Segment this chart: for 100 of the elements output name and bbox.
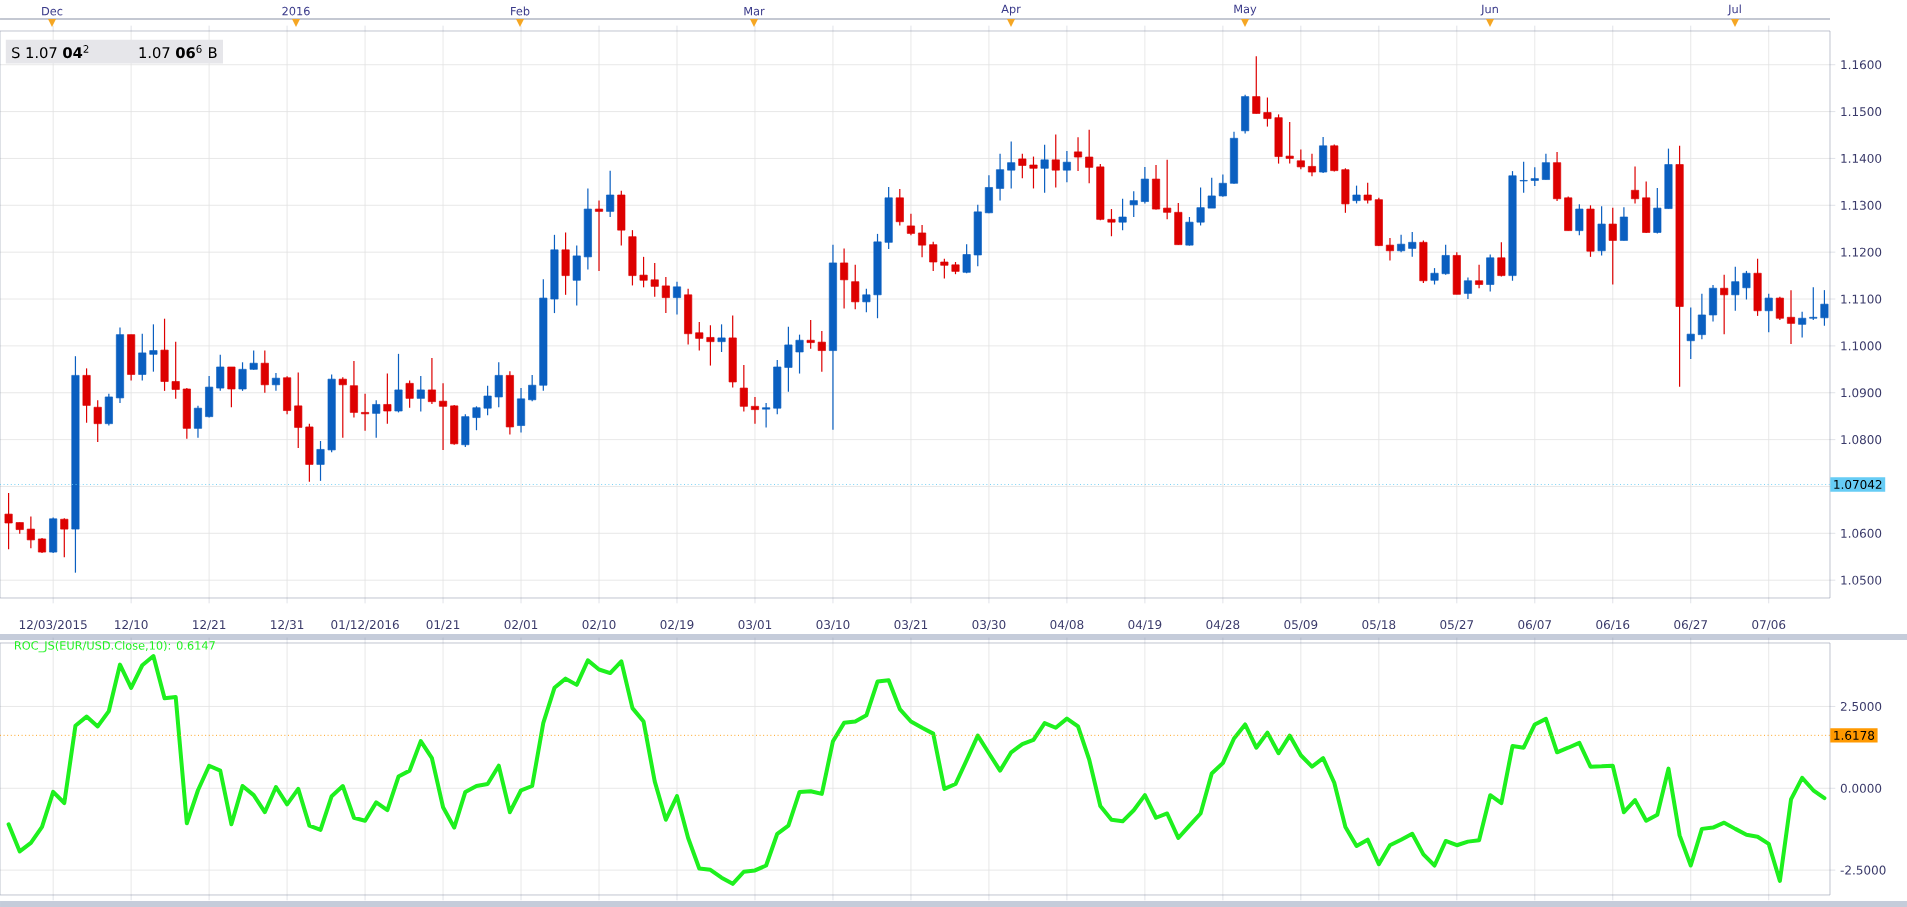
- candlestick: [1074, 136, 1083, 172]
- candlestick: [1363, 182, 1372, 205]
- x-tick-label: 04/28: [1206, 620, 1240, 631]
- candlestick: [394, 353, 403, 414]
- x-tick-label: 06/27: [1674, 620, 1707, 631]
- x-tick-label: 04/19: [1128, 620, 1162, 631]
- y-tick-label: 0.0000: [1840, 783, 1882, 793]
- candlestick: [929, 241, 938, 272]
- candlestick: [60, 517, 69, 558]
- candlestick: [1608, 207, 1617, 286]
- candlestick: [1385, 237, 1394, 262]
- candlestick: [661, 276, 670, 314]
- candlestick: [1307, 153, 1316, 177]
- candlestick: [1497, 241, 1506, 278]
- y-tick-label: 2.5000: [1840, 701, 1882, 712]
- candlestick: [1207, 177, 1216, 209]
- candlestick: [1541, 153, 1550, 181]
- candlestick: [1720, 274, 1729, 335]
- candlestick: [1441, 244, 1450, 276]
- candlestick: [227, 366, 236, 408]
- candlestick: [361, 393, 370, 432]
- candlestick: [1040, 144, 1049, 194]
- x-tick-label: 12/31: [271, 620, 304, 631]
- candlestick: [1007, 140, 1016, 190]
- x-tick-label: 05/09: [1284, 620, 1318, 631]
- ref-line-label: 1.6178: [1834, 730, 1875, 740]
- candlestick: [706, 324, 715, 367]
- x-tick-label: 01/21: [426, 620, 460, 631]
- candlestick: [271, 372, 280, 392]
- candlestick: [784, 326, 793, 393]
- x-tick-label: 01/12/2016: [331, 620, 399, 631]
- candlestick: [1530, 166, 1539, 187]
- candlestick: [1018, 153, 1027, 179]
- candlestick: [1285, 121, 1294, 165]
- annotation: S 1.07 04$^{2}$: [12, 45, 89, 59]
- candlestick: [1252, 55, 1261, 115]
- candlestick: [427, 357, 436, 405]
- candlestick: [1218, 173, 1227, 198]
- candlestick: [750, 396, 759, 425]
- candlestick: [93, 399, 102, 443]
- candlestick: [528, 374, 537, 402]
- candlestick: [193, 405, 202, 439]
- candlestick: [260, 349, 269, 394]
- candlestick: [1686, 306, 1695, 360]
- candlestick: [1062, 150, 1071, 183]
- candlestick: [906, 213, 915, 236]
- x-tick-label: 12/03/2015: [19, 620, 87, 631]
- candlestick: [1085, 129, 1094, 184]
- x-tick-label: 05/27: [1440, 620, 1474, 631]
- text: Jul: [1727, 4, 1741, 16]
- candlestick: [840, 247, 849, 309]
- candlestick: [1764, 293, 1773, 333]
- candlestick: [1519, 161, 1528, 194]
- candlestick: [216, 354, 225, 392]
- candlestick: [695, 321, 704, 352]
- candlestick: [238, 361, 247, 392]
- x-tick-label: 06/16: [1596, 620, 1630, 631]
- y-tick-label: 1.1400: [1841, 153, 1882, 163]
- candlestick: [472, 405, 481, 431]
- candlestick: [416, 375, 425, 413]
- ref-line-label: 1.07042: [1834, 479, 1882, 490]
- y-tick-label: 1.1600: [1841, 60, 1882, 70]
- candlestick: [795, 334, 804, 375]
- candlestick: [316, 440, 325, 482]
- y-tick-label: 1.0900: [1841, 388, 1882, 398]
- candlestick: [1731, 266, 1740, 312]
- candlestick: [1463, 276, 1472, 300]
- text: 2016: [282, 6, 310, 16]
- y-tick-label: 1.1200: [1841, 247, 1882, 257]
- x-tick-label: 04/08: [1050, 620, 1084, 631]
- candlestick: [996, 153, 1005, 202]
- x-tick-label: 03/01: [738, 620, 772, 631]
- y-tick-label: 1.1100: [1841, 294, 1882, 304]
- text: Apr: [1001, 4, 1021, 16]
- x-tick-label: 02/10: [582, 620, 616, 631]
- candlestick: [1697, 293, 1706, 340]
- candlestick: [895, 188, 904, 227]
- candlestick: [806, 319, 815, 350]
- text: Mar: [744, 6, 765, 16]
- candlestick: [1408, 231, 1417, 258]
- candlestick: [338, 376, 347, 439]
- chart-title: ROC_JS(EUR/USD.Close,10): 0.6147: [14, 640, 215, 653]
- candlestick: [1575, 203, 1584, 236]
- candlestick: [851, 264, 860, 310]
- candlestick: [439, 382, 448, 451]
- candlestick: [171, 341, 180, 400]
- y-tick-label: 1.0500: [1841, 575, 1882, 585]
- candlestick: [372, 399, 381, 439]
- candlestick: [1296, 148, 1305, 170]
- candlestick: [817, 330, 826, 373]
- candlestick: [1619, 206, 1628, 242]
- candlestick: [1397, 234, 1406, 253]
- text: May: [1234, 4, 1257, 16]
- x-tick-label: 12/10: [115, 620, 148, 631]
- x-tick-label: 07/06: [1752, 620, 1786, 631]
- candlestick: [962, 243, 971, 274]
- y-tick-label: 1.1300: [1841, 200, 1882, 210]
- y-tick-label: 1.1000: [1841, 341, 1882, 351]
- candlestick: [1129, 190, 1138, 218]
- x-tick-label: 05/18: [1362, 620, 1396, 631]
